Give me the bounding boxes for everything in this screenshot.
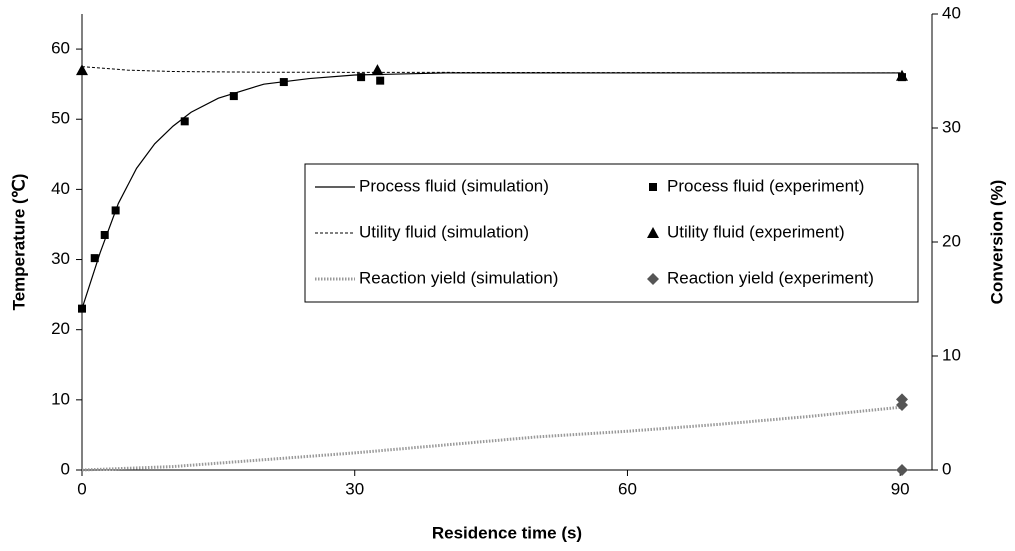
- x-tick-label: 90: [891, 479, 910, 498]
- y2-tick-label: 20: [942, 231, 961, 250]
- legend-label: Process fluid (experiment): [667, 176, 864, 195]
- marker-square: [376, 76, 385, 85]
- legend-label: Utility fluid (experiment): [667, 222, 845, 241]
- legend-label: Reaction yield (simulation): [359, 268, 558, 287]
- x-tick-label: 60: [618, 479, 637, 498]
- marker-triangle: [76, 64, 88, 76]
- y-tick-label: 30: [51, 249, 70, 268]
- marker-square: [90, 254, 99, 263]
- y-tick-label: 0: [61, 459, 70, 478]
- marker-square: [100, 230, 109, 239]
- series-line: [81, 66, 901, 74]
- y2-axis-title: Conversion (%): [987, 180, 1006, 305]
- marker-square: [357, 73, 366, 82]
- marker-triangle: [896, 69, 908, 81]
- marker-triangle: [647, 227, 659, 238]
- marker-square: [111, 206, 120, 215]
- y2-tick-label: 30: [942, 117, 961, 136]
- y2-tick-label: 0: [942, 459, 951, 478]
- marker-diamond: [896, 464, 908, 476]
- marker-square: [649, 183, 657, 191]
- legend-label: Reaction yield (experiment): [667, 268, 874, 287]
- marker-square: [279, 78, 288, 87]
- y-tick-label: 60: [51, 39, 70, 58]
- marker-square: [229, 92, 238, 101]
- x-axis-title: Residence time (s): [432, 523, 582, 542]
- legend-box: [304, 163, 919, 303]
- series-line: [81, 405, 901, 472]
- y-tick-label: 50: [51, 109, 70, 128]
- y2-tick-label: 40: [942, 3, 961, 22]
- legend-label: Process fluid (simulation): [359, 176, 549, 195]
- y-tick-label: 10: [51, 389, 70, 408]
- y-tick-label: 20: [51, 319, 70, 338]
- marker-triangle: [371, 64, 384, 76]
- marker-square: [180, 117, 189, 126]
- y-axis-title: Temperature (℃): [9, 174, 28, 311]
- marker-diamond: [647, 273, 659, 285]
- series-line: [81, 72, 901, 309]
- x-tick-label: 0: [77, 479, 86, 498]
- y-tick-label: 40: [51, 179, 70, 198]
- y2-tick-label: 10: [942, 345, 961, 364]
- marker-diamond: [896, 399, 908, 412]
- marker-square: [78, 304, 86, 313]
- x-tick-label: 30: [345, 479, 364, 498]
- legend-label: Utility fluid (simulation): [359, 222, 529, 241]
